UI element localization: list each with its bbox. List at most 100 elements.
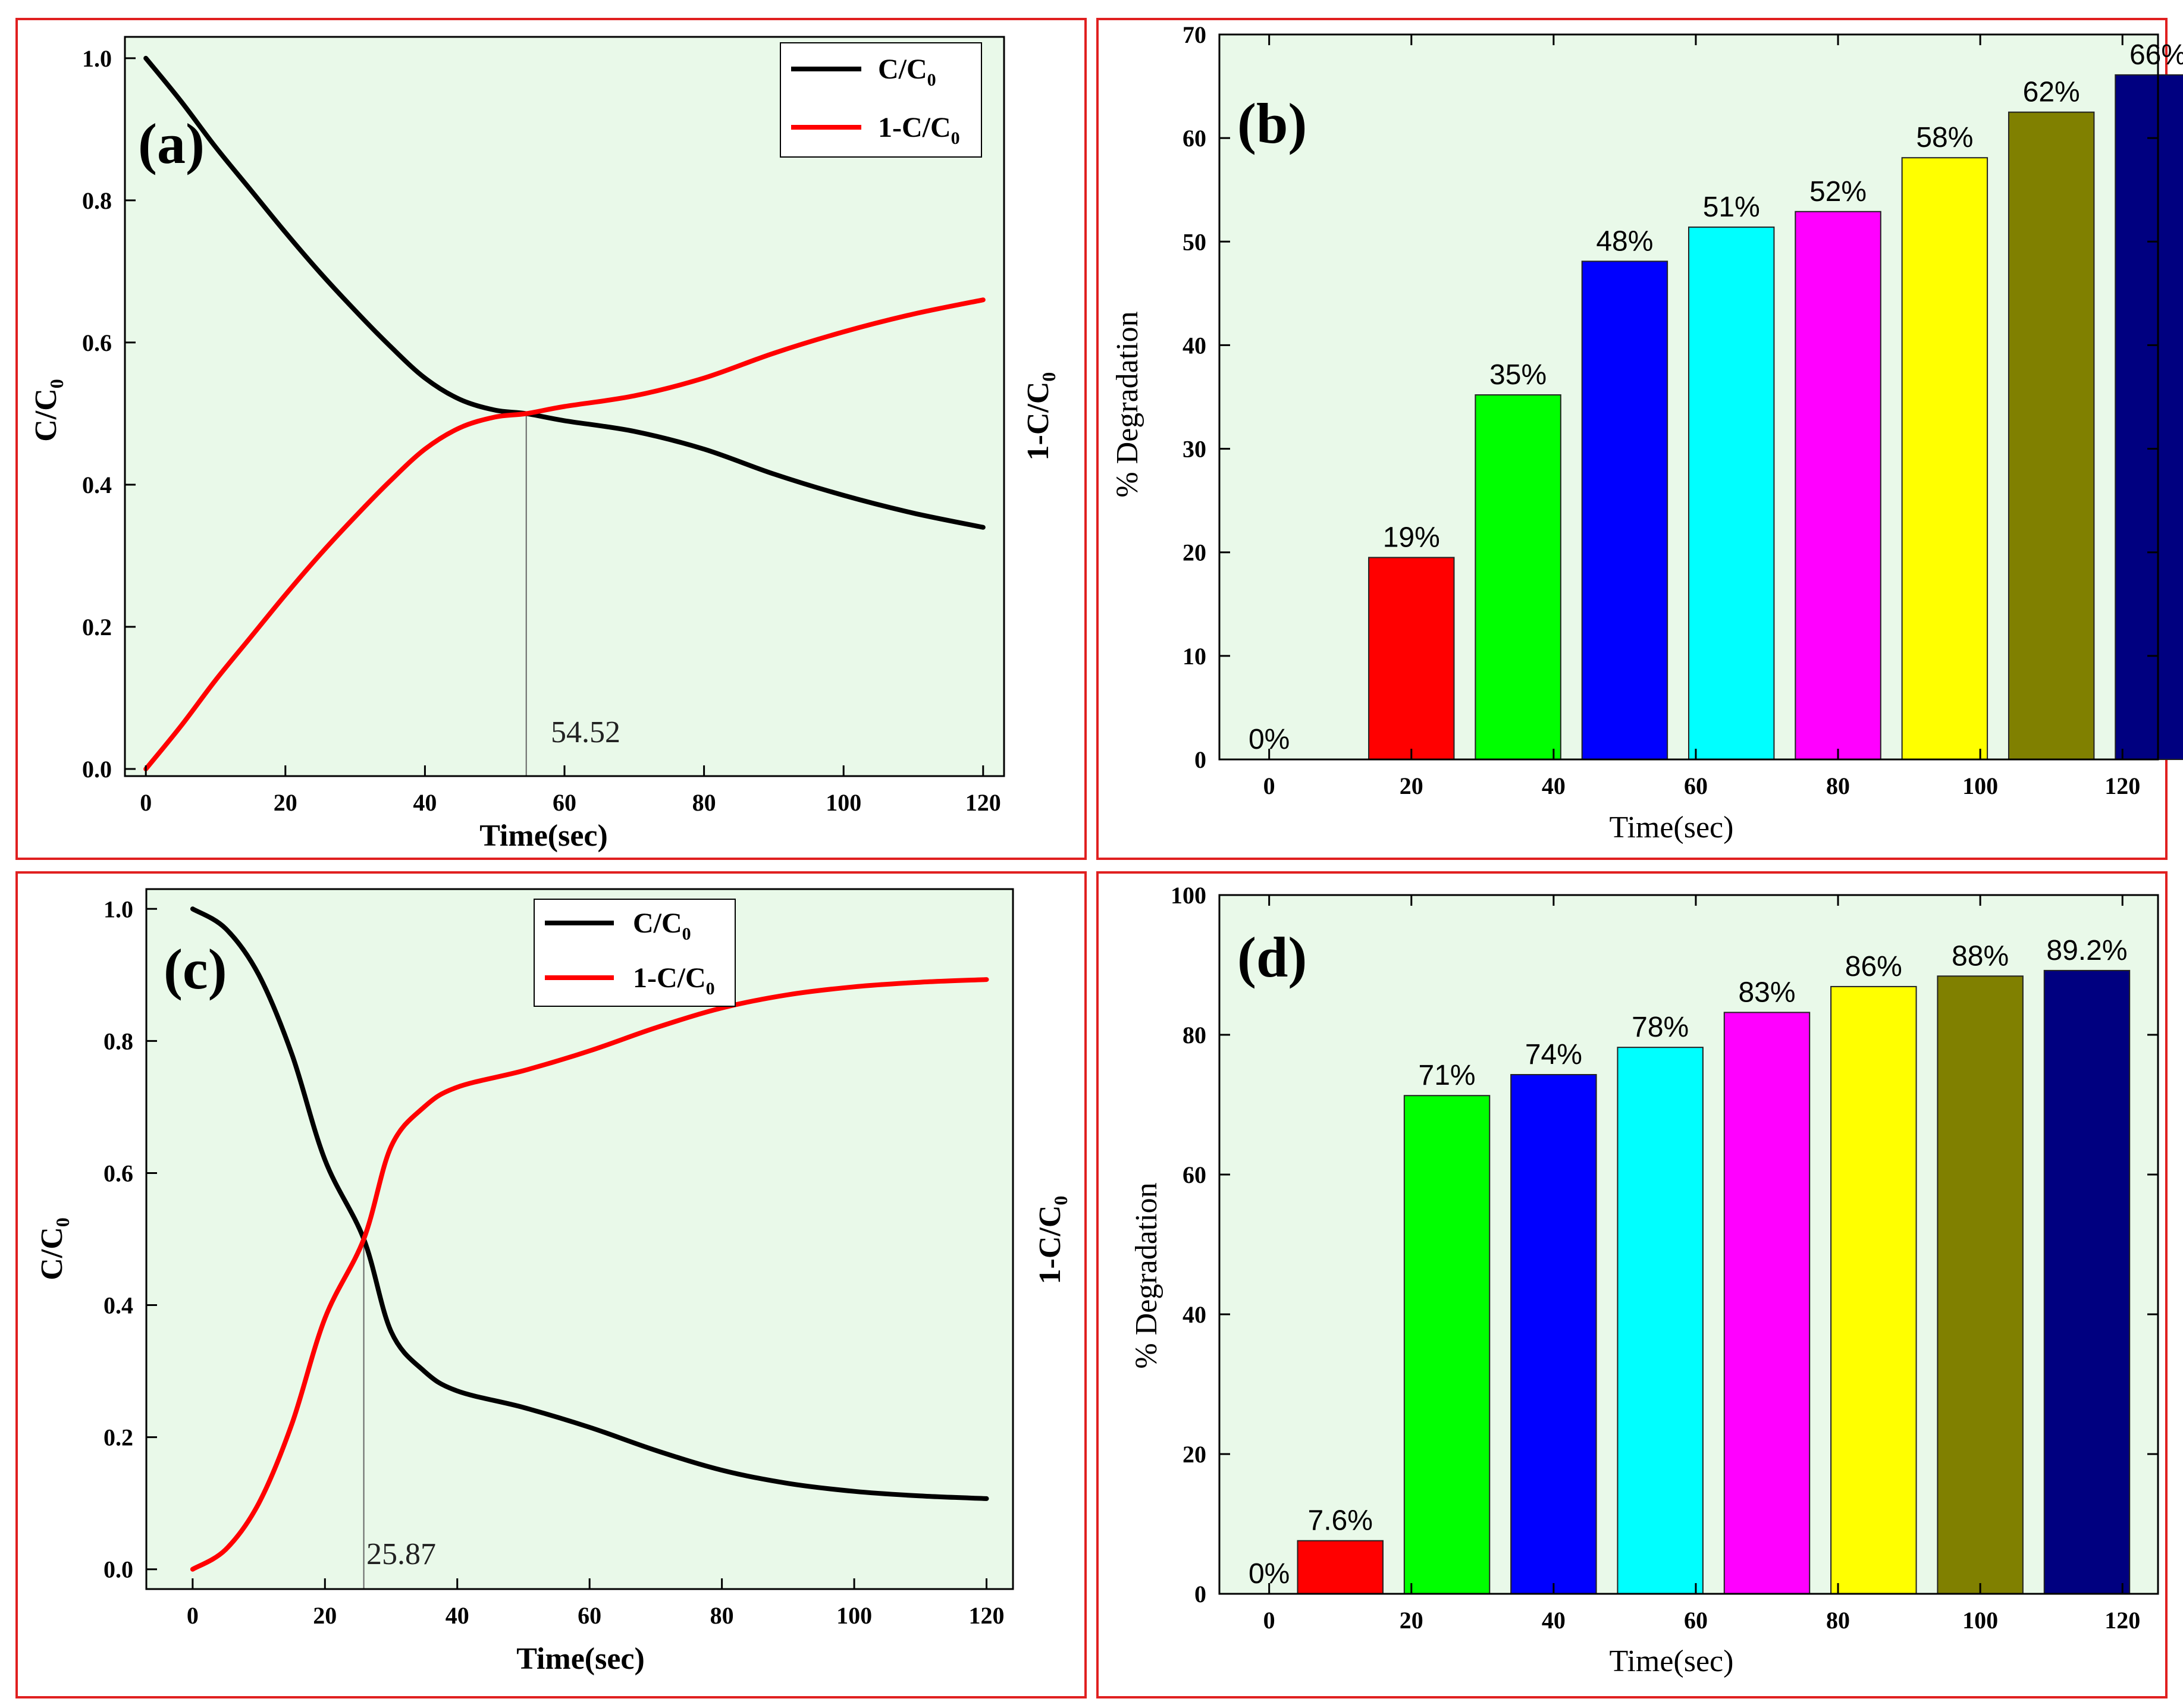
y-tick-label-a: 0.2 — [82, 614, 112, 640]
bar-d — [1510, 1073, 1597, 1594]
x-tick-label-c: 0 — [187, 1602, 199, 1629]
bar-b — [2115, 74, 2183, 760]
y-tick-label-c: 0.8 — [103, 1028, 133, 1054]
x-tick-label-b: 80 — [1826, 773, 1850, 799]
bar-b — [1475, 394, 1561, 760]
x-tick-label-a: 100 — [826, 789, 861, 816]
y-tick-label-c: 0.2 — [103, 1424, 133, 1451]
x-tick-label-c: 80 — [710, 1602, 734, 1629]
y-tick-label-b: 0 — [1194, 746, 1206, 773]
panel-c-label: (c) — [164, 937, 227, 1001]
panel-c-ylabel-right-main: 1-C/C — [1033, 1205, 1067, 1285]
bar-data-label-b: 19% — [1383, 522, 1440, 553]
x-tick-label-a: 60 — [553, 789, 576, 816]
panel-c-ylabel-right-sub: 0 — [1050, 1196, 1071, 1205]
panel-a-xlabel: Time(sec) — [479, 819, 608, 853]
panel-a-legend-label-1-main: C/C — [878, 54, 927, 85]
bar-data-label-d: 7.6% — [1308, 1505, 1373, 1537]
y-tick-label-d: 80 — [1183, 1022, 1206, 1048]
x-tick-label-a: 20 — [274, 789, 297, 816]
bar-data-label-b: 62% — [2023, 77, 2080, 108]
bar-data-label-d: 86% — [1845, 951, 1902, 982]
y-tick-label-b: 60 — [1183, 125, 1206, 152]
panel-d-ylabel: % Degradation — [1130, 1182, 1163, 1368]
y-tick-label-c: 0.6 — [103, 1160, 133, 1186]
series-line-c-0 — [190, 906, 989, 1501]
bar-d — [1297, 1540, 1384, 1594]
y-tick-label-a: 0.8 — [82, 187, 112, 214]
panel-a-ylabel-right-main: 1-C/C — [1021, 382, 1055, 461]
x-tick-label-a: 40 — [413, 789, 437, 816]
y-tick-label-c: 0.4 — [103, 1292, 133, 1319]
bar-d — [1937, 975, 2024, 1594]
x-tick-label-b: 100 — [1962, 773, 1998, 799]
panel-c-ylabel-main: C/C — [35, 1227, 69, 1280]
x-tick-label-b: 60 — [1684, 773, 1708, 799]
panel-a-legend: C/C0 1-C/C0 — [780, 42, 982, 158]
chart-b: 0%19%35%48%51% 52%58%62%66%0 20 40 60 80 100 12… — [1183, 21, 2183, 799]
bar-data-label-d: 78% — [1632, 1012, 1689, 1043]
bar-b — [1901, 157, 1988, 761]
bar-d — [1403, 1095, 1491, 1594]
bar-data-label-d: 88% — [1952, 940, 2009, 972]
x-tick-label-d: 60 — [1684, 1607, 1708, 1634]
y-tick-label-a: 0.4 — [82, 472, 112, 498]
x-tick-label-a: 0 — [140, 789, 152, 816]
panel-a-legend-label-2-main: 1-C/C — [878, 112, 951, 143]
panel-a-ylabel-main: C/C — [29, 388, 63, 442]
panel-a-ylabel-right-sub: 0 — [1038, 372, 1059, 382]
panel-c-legend-label-1-main: C/C — [633, 908, 682, 939]
series-line-c-1 — [190, 977, 989, 1572]
panel-a-ylabel: C/C0 — [29, 379, 67, 442]
x-tick-label-c: 120 — [969, 1602, 1005, 1629]
y-tick-label-b: 30 — [1183, 436, 1206, 463]
x-tick-label-b: 0 — [1263, 773, 1275, 799]
y-tick-label-d: 100 — [1171, 882, 1206, 909]
x-tick-label-b: 40 — [1542, 773, 1566, 799]
panel-d-label: (d) — [1237, 925, 1307, 989]
panel-a-legend-label-1: C/C0 — [878, 54, 936, 90]
plot-border-c — [145, 888, 1014, 1590]
panel-c-ylabel: C/C0 — [35, 1217, 73, 1280]
y-tick-label-a: 0.0 — [82, 756, 112, 783]
x-tick-label-d: 80 — [1826, 1607, 1850, 1634]
panel-c-legend-label-2: 1-C/C0 — [633, 962, 715, 999]
y-tick-label-c: 1.0 — [103, 896, 133, 922]
panel-a-ylabel-sub: 0 — [46, 379, 67, 388]
panel-b-ylabel: % Degradation — [1111, 311, 1144, 497]
panel-c-ylabel-sub: 0 — [52, 1217, 73, 1227]
plot-border-d — [1218, 894, 2159, 1595]
bar-data-label-d: 74% — [1525, 1039, 1582, 1070]
series-line-a-1 — [143, 297, 986, 771]
x-tick-label-b: 120 — [2104, 773, 2140, 799]
bar-b — [1368, 557, 1455, 761]
panel-d-xlabel: Time(sec) — [1610, 1644, 1734, 1678]
y-tick-label-d: 0 — [1194, 1581, 1206, 1607]
bar-data-label-b: 48% — [1596, 225, 1653, 257]
bar-data-label-d: 71% — [1419, 1060, 1476, 1091]
bar-data-label-d: 89.2% — [2046, 935, 2127, 966]
x-tick-label-b: 20 — [1400, 773, 1423, 799]
bar-b — [1795, 211, 1881, 760]
bar-d — [1617, 1047, 1704, 1594]
panel-c-legend-label-2-sub: 0 — [706, 979, 715, 999]
y-tick-label-a: 1.0 — [82, 45, 112, 72]
x-tick-label-c: 100 — [836, 1602, 872, 1629]
panel-c-legend-label-1: C/C0 — [633, 908, 691, 944]
bar-b — [1581, 260, 1668, 760]
bar-d — [1830, 985, 1917, 1595]
panel-c-legend-box — [534, 899, 736, 1007]
bar-d — [2043, 969, 2131, 1594]
panel-c-legend: C/C0 1-C/C0 — [534, 899, 736, 1007]
panel-c-xlabel: Time(sec) — [516, 1642, 645, 1676]
y-tick-label-c: 0.0 — [103, 1556, 133, 1583]
panel-a-legend-label-2: 1-C/C0 — [878, 112, 960, 148]
bar-b — [2008, 111, 2095, 760]
bar-data-label-b: 51% — [1703, 191, 1760, 223]
panel-d-frame — [1096, 871, 2168, 1698]
bar-b — [1688, 226, 1775, 760]
y-tick-label-b: 70 — [1183, 21, 1206, 48]
panel-a-crossing-annotation: 54.52 — [551, 715, 620, 749]
chart-d: 0%7.6%71%74%78%83%86% 88% 89.2%0 20 40 60 80 10… — [1171, 882, 2159, 1634]
